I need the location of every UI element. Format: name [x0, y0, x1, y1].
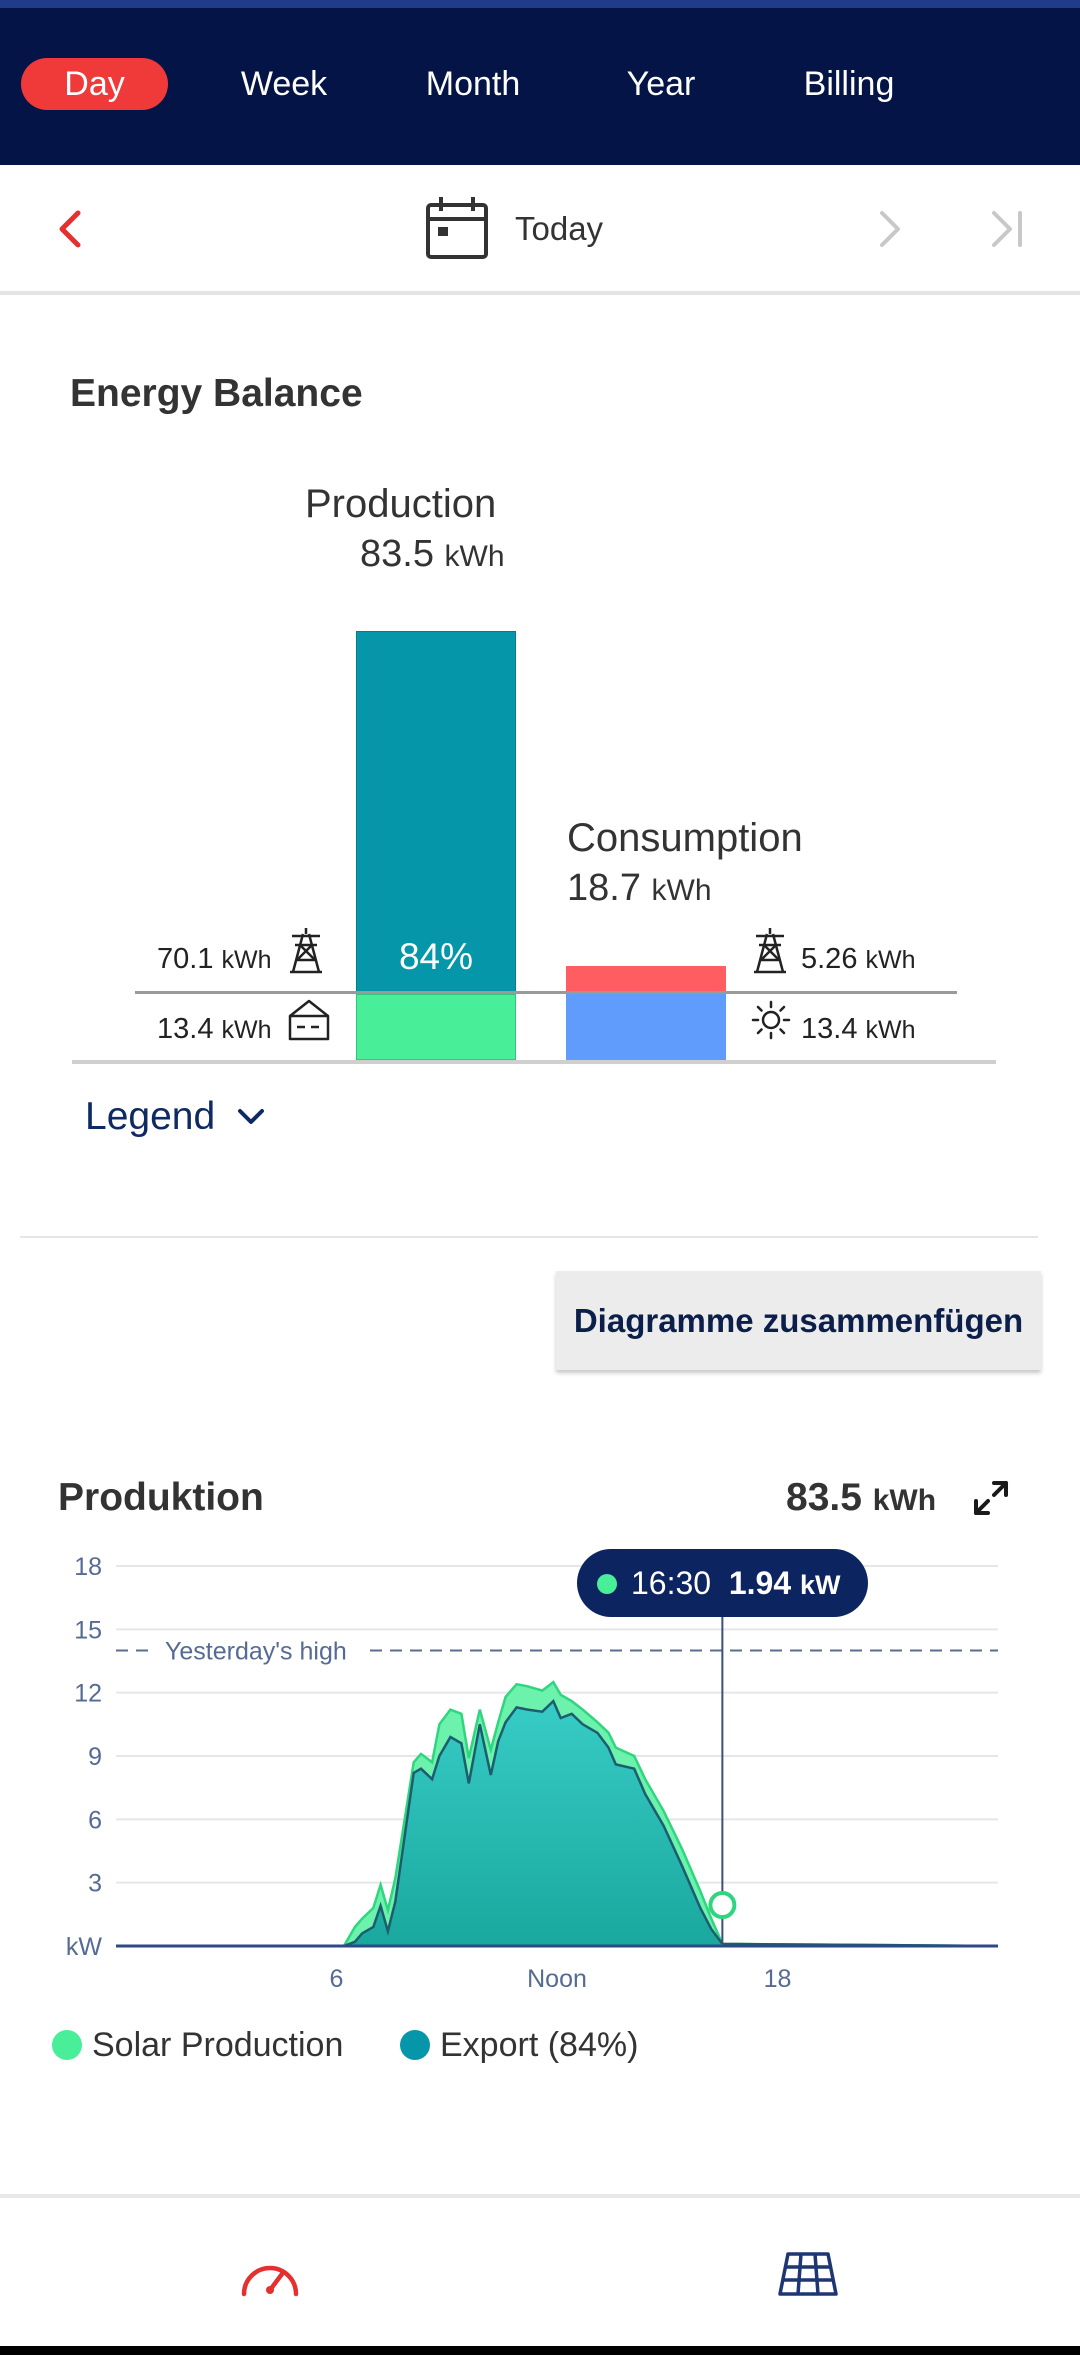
export-percent: 84%: [398, 936, 474, 977]
solar-production-line: [116, 1680, 999, 1948]
yesterday-high-label: Yesterday's high: [165, 1637, 347, 1665]
house-icon: [288, 999, 330, 1041]
tab-year[interactable]: Year: [626, 65, 696, 103]
production-self-use-bar: [356, 994, 516, 1060]
system-bar-edge: [0, 2346, 1080, 2355]
period-tab-bar: Day Week Month Year Billing: [0, 8, 1080, 165]
consumption-value: 18.7 kWh: [567, 867, 712, 909]
tooltip-dot: [597, 1574, 617, 1594]
production-chart-title: Produktion: [58, 1476, 264, 1519]
consumption-label: Consumption: [567, 816, 803, 860]
y-tick-label: 18: [74, 1553, 102, 1581]
cursor-marker: [708, 1891, 737, 1920]
chart-tooltip: 16:30 1.94 kW: [577, 1549, 868, 1617]
grid-pylon-icon: [290, 928, 322, 974]
y-tick-label: 12: [74, 1680, 102, 1708]
export-line: [116, 1698, 999, 1948]
dashboard-gauge-icon[interactable]: [236, 2250, 304, 2300]
solar-panel-icon[interactable]: [776, 2250, 840, 2298]
balance-baseline: [72, 1060, 996, 1064]
x-tick-label: Noon: [527, 1965, 587, 1993]
legend-solar-production[interactable]: Solar Production: [52, 2026, 343, 2065]
chevron-right-icon[interactable]: [872, 205, 908, 253]
tooltip-value: 1.94: [728, 1565, 792, 1601]
production-value: 83.5 kWh: [360, 533, 505, 575]
x-tick-label: 18: [764, 1965, 792, 1993]
date-label[interactable]: Today: [515, 210, 604, 247]
section-divider: [20, 1236, 1038, 1238]
bottom-nav-divider: [0, 2194, 1080, 2198]
skip-to-end-icon[interactable]: [988, 205, 1028, 253]
legend-dot-export: [400, 2030, 430, 2060]
legend-label-solar: Solar Production: [92, 2026, 344, 2064]
legend-export[interactable]: Export (84%): [400, 2026, 638, 2065]
date-bar-divider: [0, 291, 1080, 295]
solar-consumed-value: 13.4 kWh: [801, 1013, 916, 1045]
balance-midline: [135, 991, 957, 994]
consumption-solar-bar: [566, 994, 726, 1060]
bottom-navigation: [0, 2198, 1080, 2346]
tab-day[interactable]: Day: [21, 58, 168, 110]
production-export-bar: [356, 631, 516, 992]
merge-diagrams-button[interactable]: Diagramme zusammenfügen: [556, 1271, 1041, 1370]
expand-icon[interactable]: [968, 1475, 1014, 1521]
legend-toggle[interactable]: Legend: [85, 1095, 266, 1139]
y-tick-label: 9: [88, 1743, 102, 1771]
x-tick-label: 6: [330, 1965, 344, 1993]
production-label: Production: [305, 482, 497, 526]
chevron-left-icon[interactable]: [52, 205, 88, 253]
production-chart[interactable]: kW 3 6 9 12 15 18 Yesterday's high 6 Noon 18: [0, 1540, 1080, 2010]
top-accent-strip: [0, 0, 1080, 8]
export-area: [116, 1701, 998, 1946]
grid-export-value: 70.1 kWh: [157, 943, 272, 975]
tab-month[interactable]: Month: [425, 65, 521, 103]
energy-balance-title: Energy Balance: [70, 372, 363, 415]
chevron-down-icon: [237, 1109, 264, 1124]
tab-billing[interactable]: Billing: [803, 65, 895, 103]
legend-dot-solar: [52, 2030, 82, 2060]
self-use-value: 13.4 kWh: [157, 1013, 272, 1045]
calendar-icon[interactable]: [424, 195, 490, 261]
y-tick-label: 6: [88, 1806, 102, 1834]
tab-week[interactable]: Week: [240, 65, 328, 103]
y-tick-label: kW: [66, 1933, 103, 1961]
tooltip-time: 16:30: [631, 1565, 712, 1601]
consumption-grid-bar: [566, 966, 726, 992]
date-navigation: Today: [0, 165, 1080, 292]
sun-icon: [751, 1000, 791, 1040]
y-tick-label: 3: [88, 1870, 102, 1898]
tooltip-unit: kW: [800, 1570, 841, 1600]
grid-import-value: 5.26 kWh: [801, 943, 916, 975]
production-total: 83.5 kWh: [786, 1476, 937, 1519]
legend-toggle-label: Legend: [85, 1095, 216, 1138]
grid-import-pylon-icon: [754, 928, 786, 974]
legend-label-export: Export (84%): [440, 2026, 639, 2064]
y-tick-label: 15: [74, 1616, 102, 1644]
